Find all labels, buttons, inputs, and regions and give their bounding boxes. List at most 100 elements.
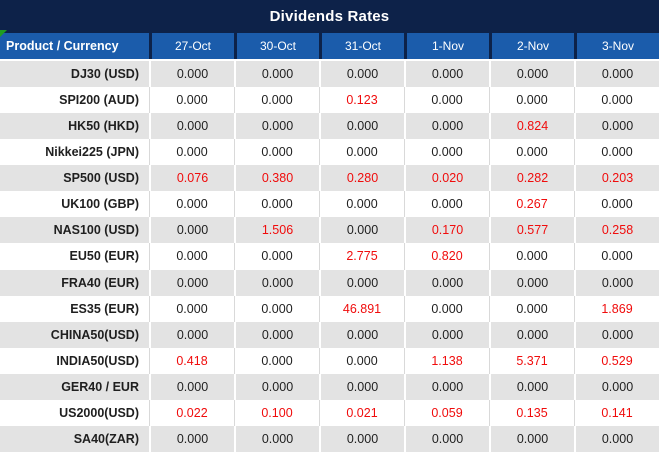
dividend-rate-cell: 0.170 — [404, 217, 489, 244]
dividend-rate-cell: 0.280 — [319, 165, 404, 192]
dividend-rate-cell: 0.000 — [404, 113, 489, 140]
dividend-rate-cell: 0.000 — [234, 347, 319, 374]
table-row: SP500 (USD) 0.076 0.380 0.280 0.020 0.282 0.20… — [0, 165, 659, 192]
dividend-rate-cell: 0.000 — [574, 425, 659, 452]
dividend-rate-cell: 0.000 — [319, 139, 404, 166]
dividend-rate-cell: 0.100 — [234, 399, 319, 426]
table-header-row: Product / Currency 27-Oct 30-Oct 31-Oct 1-N… — [0, 33, 659, 61]
dividend-rate-cell: 1.138 — [404, 347, 489, 374]
dividend-rate-cell: 0.577 — [489, 217, 574, 244]
table-row: DJ30 (USD) 0.000 0.000 0.000 0.000 0.000 0.000 — [0, 61, 659, 88]
dividend-rate-cell: 0.000 — [489, 87, 574, 114]
header-date-cell: 1-Nov — [404, 33, 489, 59]
table-row: GER40 / EUR 0.000 0.000 0.000 0.000 0.000 0.00… — [0, 373, 659, 400]
table-row: NAS100 (USD) 0.000 1.506 0.000 0.170 0.577 0.2… — [0, 217, 659, 244]
header-date-cell: 2-Nov — [489, 33, 574, 59]
table-body: DJ30 (USD) 0.000 0.000 0.000 0.000 0.000 0.000… — [0, 61, 659, 452]
dividend-rate-cell: 0.000 — [234, 295, 319, 322]
header-date-cell: 3-Nov — [574, 33, 659, 59]
dividend-rate-cell: 1.506 — [234, 217, 319, 244]
row-product-label: SP500 (USD) — [63, 171, 139, 186]
dividend-rate-cell: 0.000 — [404, 295, 489, 322]
dividend-rate-cell: 0.000 — [489, 373, 574, 400]
dividend-rate-cell: 0.000 — [149, 61, 234, 88]
dividend-rate-cell: 46.891 — [319, 295, 404, 322]
dividend-rate-cell: 0.000 — [319, 61, 404, 88]
dividend-rate-cell: 0.135 — [489, 399, 574, 426]
dividend-rate-cell: 0.267 — [489, 191, 574, 218]
dividends-table: Product / Currency 27-Oct 30-Oct 31-Oct 1-N… — [0, 33, 659, 452]
table-row: UK100 (GBP) 0.000 0.000 0.000 0.000 0.267 0.00… — [0, 191, 659, 218]
dividend-rate-cell: 0.000 — [404, 321, 489, 348]
dividend-rate-cell: 0.418 — [149, 347, 234, 374]
dividend-rate-cell: 0.000 — [489, 269, 574, 296]
dividend-rate-cell: 0.000 — [489, 139, 574, 166]
page-title: Dividends Rates — [269, 8, 390, 25]
dividend-rate-cell: 0.123 — [319, 87, 404, 114]
table-row: CHINA50(USD) 0.000 0.000 0.000 0.000 0.000 0.0… — [0, 321, 659, 348]
row-product-label: CHINA50(USD) — [50, 327, 139, 342]
table-row: SPI200 (AUD) 0.000 0.000 0.123 0.000 0.000 0.0… — [0, 87, 659, 114]
header-product-currency: Product / Currency — [6, 39, 119, 53]
dividend-rate-cell: 0.000 — [149, 191, 234, 218]
dividend-rate-cell: 0.000 — [149, 139, 234, 166]
dividend-rate-cell: 0.000 — [404, 425, 489, 452]
row-product-label: Nikkei225 (JPN) — [45, 145, 139, 160]
dividend-rate-cell: 0.000 — [234, 321, 319, 348]
dividend-rate-cell: 0.020 — [404, 165, 489, 192]
dividend-rate-cell: 0.000 — [234, 243, 319, 270]
dividend-rate-cell: 0.258 — [574, 217, 659, 244]
dividend-rate-cell: 1.869 — [574, 295, 659, 322]
dividend-rate-cell: 0.000 — [489, 295, 574, 322]
dividend-rate-cell: 0.380 — [234, 165, 319, 192]
dividend-rate-cell: 0.000 — [234, 191, 319, 218]
row-product-label: GER40 / EUR — [61, 379, 139, 394]
dividend-rate-cell: 0.000 — [404, 87, 489, 114]
dividend-rate-cell: 0.824 — [489, 113, 574, 140]
dividend-rate-cell: 0.000 — [404, 373, 489, 400]
dividend-rate-cell: 0.000 — [149, 295, 234, 322]
dividend-rate-cell: 0.000 — [149, 269, 234, 296]
table-row: SA40(ZAR) 0.000 0.000 0.000 0.000 0.000 0.000 — [0, 425, 659, 452]
row-product-label: SPI200 (AUD) — [59, 93, 139, 108]
dividend-rate-cell: 0.141 — [574, 399, 659, 426]
dividend-rate-cell: 0.000 — [574, 269, 659, 296]
table-row: HK50 (HKD) 0.000 0.000 0.000 0.000 0.824 0.000 — [0, 113, 659, 140]
header-date-cell: 31-Oct — [319, 33, 404, 59]
dividend-rate-cell: 0.059 — [404, 399, 489, 426]
dividend-rate-cell: 0.000 — [574, 373, 659, 400]
row-product-label: EU50 (EUR) — [69, 249, 139, 264]
dividend-rate-cell: 0.000 — [574, 243, 659, 270]
dividend-rate-cell: 0.000 — [319, 269, 404, 296]
dividend-rate-cell: 0.000 — [404, 191, 489, 218]
dividend-rate-cell: 0.000 — [149, 217, 234, 244]
row-product-label: UK100 (GBP) — [61, 197, 139, 212]
dividend-rate-cell: 0.282 — [489, 165, 574, 192]
dividend-rate-cell: 0.000 — [404, 269, 489, 296]
row-product-label: INDIA50(USD) — [56, 353, 139, 368]
dividend-rate-cell: 0.000 — [319, 347, 404, 374]
dividend-rate-cell: 0.000 — [149, 243, 234, 270]
dividend-rate-cell: 0.000 — [234, 87, 319, 114]
dividend-rate-cell: 0.000 — [149, 321, 234, 348]
table-row: US2000(USD) 0.022 0.100 0.021 0.059 0.135 0.14… — [0, 399, 659, 426]
dividend-rate-cell: 0.000 — [489, 425, 574, 452]
dividend-rate-cell: 0.529 — [574, 347, 659, 374]
dividend-rate-cell: 5.371 — [489, 347, 574, 374]
title-bar: Dividends Rates — [0, 0, 659, 33]
dividend-rate-cell: 0.203 — [574, 165, 659, 192]
dividend-rate-cell: 0.000 — [234, 139, 319, 166]
table-row: EU50 (EUR) 0.000 0.000 2.775 0.820 0.000 0.000 — [0, 243, 659, 270]
dividend-rate-cell: 0.000 — [149, 113, 234, 140]
dividend-rate-cell: 0.000 — [574, 61, 659, 88]
dividend-rate-cell: 0.000 — [319, 113, 404, 140]
dividend-rate-cell: 0.000 — [404, 139, 489, 166]
dividend-rate-cell: 0.000 — [234, 269, 319, 296]
dividend-rate-cell: 0.000 — [319, 373, 404, 400]
row-product-label: FRA40 (EUR) — [61, 275, 139, 290]
dividend-rate-cell: 0.000 — [149, 425, 234, 452]
table-row: INDIA50(USD) 0.418 0.000 0.000 1.138 5.371 0.5… — [0, 347, 659, 374]
row-product-label: HK50 (HKD) — [68, 119, 139, 134]
row-product-label: DJ30 (USD) — [70, 67, 139, 82]
